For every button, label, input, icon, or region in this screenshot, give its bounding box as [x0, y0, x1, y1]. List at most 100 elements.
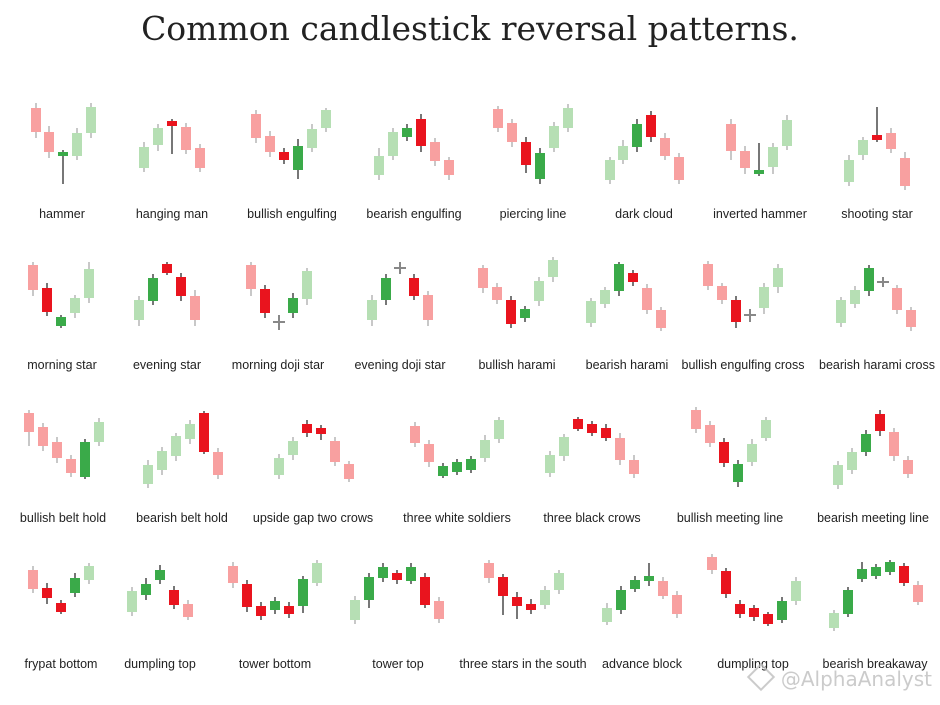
candle [430, 138, 440, 166]
candle [139, 142, 149, 172]
candle-body [312, 563, 322, 583]
candle [573, 417, 583, 431]
candle-body [642, 288, 652, 310]
candle [618, 140, 628, 164]
candle [749, 605, 759, 621]
candle-body [629, 460, 639, 474]
candle [298, 576, 308, 613]
candle [72, 128, 82, 160]
candle-body [176, 277, 186, 296]
candle-body [726, 124, 736, 151]
candle [143, 460, 153, 488]
candle-body [148, 278, 158, 301]
candle-body [288, 441, 298, 455]
candle [791, 577, 801, 605]
candle-body [381, 278, 391, 300]
candle-body [444, 160, 454, 175]
candle-body [512, 597, 522, 606]
candle [747, 439, 757, 466]
candle-body [409, 278, 419, 296]
candle [857, 562, 867, 582]
candle [394, 262, 406, 274]
candle [674, 153, 684, 184]
candle-body [260, 289, 270, 313]
candle [321, 108, 331, 132]
candle-body [256, 606, 266, 616]
candle-body [302, 271, 312, 299]
candle-body [70, 298, 80, 313]
candle-body [554, 573, 564, 590]
candle-body [600, 290, 610, 304]
candle-body [452, 462, 462, 472]
candle-body [719, 442, 729, 463]
candle [672, 591, 682, 618]
pattern-4-candles [493, 104, 573, 184]
candle [466, 456, 476, 473]
candle [141, 578, 151, 600]
pattern-label: bearish belt hold [136, 511, 228, 525]
candle [492, 283, 502, 304]
candle-body [721, 571, 731, 594]
pattern-label: upside gap two crows [252, 511, 374, 525]
candle [892, 285, 902, 314]
candle-body [586, 301, 596, 323]
candle [452, 459, 462, 475]
candle-body [548, 260, 558, 277]
pattern-26-candles [350, 563, 444, 624]
candle-body [434, 601, 444, 619]
candle [157, 447, 167, 475]
pattern-label: three stars in the south [459, 657, 587, 671]
candle [773, 264, 783, 293]
candle [302, 420, 312, 437]
candle [213, 448, 223, 479]
candle [549, 122, 559, 152]
candle-body [630, 580, 640, 589]
pattern-24-candles [127, 565, 193, 620]
candle-body [549, 126, 559, 148]
candle-body [875, 414, 885, 431]
candle-body [185, 424, 195, 439]
candle [392, 570, 402, 584]
candle-body [183, 604, 193, 617]
candle-body [181, 127, 191, 150]
candle-body [321, 110, 331, 128]
candle [388, 128, 398, 160]
candle-body [293, 146, 303, 170]
candle [520, 306, 530, 322]
candle [273, 315, 285, 330]
candle [364, 573, 374, 608]
candle-body [889, 432, 899, 456]
candle [190, 290, 200, 326]
candle-body [265, 136, 275, 152]
candle [171, 433, 181, 461]
candle-body [520, 309, 530, 318]
candle-body [847, 452, 857, 470]
candle-body [761, 420, 771, 438]
candle-body [242, 584, 252, 607]
candle [42, 283, 52, 316]
candle-body [559, 437, 569, 456]
candle [494, 417, 504, 443]
candle [228, 562, 238, 588]
candle-body [94, 422, 104, 442]
candle-body [506, 300, 516, 324]
candle [330, 437, 340, 466]
candle [889, 428, 899, 461]
candle [406, 563, 416, 584]
candle [847, 448, 857, 474]
pattern-15-candles [836, 265, 916, 331]
candle-body [759, 287, 769, 308]
candle-body [288, 298, 298, 313]
candle [434, 597, 444, 623]
candle-body [52, 442, 62, 458]
pattern-label: dumpling top [717, 657, 789, 671]
candle-body [782, 120, 792, 146]
candle-body [656, 310, 666, 328]
candle-body [843, 590, 853, 614]
candle-body [900, 158, 910, 186]
candle-body [302, 424, 312, 433]
candle-body [535, 153, 545, 179]
candle [632, 119, 642, 152]
candle [148, 274, 158, 305]
